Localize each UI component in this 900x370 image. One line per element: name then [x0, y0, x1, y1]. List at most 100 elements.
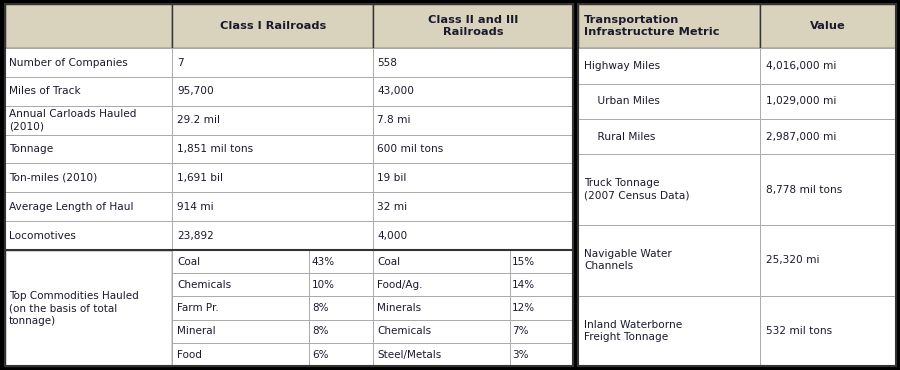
Text: Urban Miles: Urban Miles: [584, 96, 660, 106]
Text: Locomotives: Locomotives: [9, 231, 76, 240]
Bar: [373, 106, 573, 135]
Bar: [578, 154, 760, 225]
Text: Navigable Water
Channels: Navigable Water Channels: [584, 249, 671, 272]
Text: 7%: 7%: [512, 326, 528, 336]
Bar: [173, 250, 309, 273]
Text: 8%: 8%: [311, 303, 328, 313]
Text: Class II and III
Railroads: Class II and III Railroads: [428, 15, 518, 37]
Bar: [4, 77, 173, 106]
Text: 1,029,000 mi: 1,029,000 mi: [766, 96, 836, 106]
Bar: [509, 296, 573, 320]
Text: 14%: 14%: [512, 280, 535, 290]
Bar: [373, 320, 509, 343]
Bar: [173, 296, 309, 320]
Bar: [373, 164, 573, 192]
Text: 32 mi: 32 mi: [377, 202, 408, 212]
Bar: [760, 84, 896, 119]
Bar: [173, 192, 373, 221]
Bar: [373, 192, 573, 221]
Text: Steel/Metals: Steel/Metals: [377, 350, 442, 360]
Bar: [173, 164, 373, 192]
Bar: [578, 48, 760, 84]
Text: Rural Miles: Rural Miles: [584, 131, 655, 142]
Bar: [373, 343, 509, 366]
Bar: [4, 250, 173, 366]
Text: Class I Railroads: Class I Railroads: [220, 21, 326, 31]
Bar: [760, 154, 896, 225]
Bar: [760, 225, 896, 296]
Text: 29.2 mil: 29.2 mil: [177, 115, 220, 125]
Bar: [4, 4, 173, 48]
Bar: [760, 4, 896, 48]
Bar: [4, 164, 173, 192]
Bar: [173, 77, 373, 106]
Text: Coal: Coal: [177, 256, 200, 266]
Bar: [578, 4, 896, 366]
Bar: [173, 106, 373, 135]
Text: 8%: 8%: [311, 326, 328, 336]
Text: 12%: 12%: [512, 303, 535, 313]
Bar: [4, 221, 173, 250]
Bar: [4, 4, 573, 366]
Text: 4,000: 4,000: [377, 231, 408, 240]
Bar: [309, 320, 373, 343]
Bar: [4, 135, 173, 164]
Bar: [509, 343, 573, 366]
Text: Value: Value: [810, 21, 845, 31]
Text: Number of Companies: Number of Companies: [9, 58, 128, 68]
Text: Coal: Coal: [377, 256, 400, 266]
Text: 10%: 10%: [311, 280, 335, 290]
Text: 914 mi: 914 mi: [177, 202, 213, 212]
Text: 23,892: 23,892: [177, 231, 213, 240]
Text: Truck Tonnage
(2007 Census Data): Truck Tonnage (2007 Census Data): [584, 178, 689, 201]
Text: Farm Pr.: Farm Pr.: [177, 303, 219, 313]
Text: 95,700: 95,700: [177, 87, 213, 97]
Text: Inland Waterborne
Freight Tonnage: Inland Waterborne Freight Tonnage: [584, 320, 682, 342]
Text: 19 bil: 19 bil: [377, 173, 407, 183]
Bar: [578, 4, 760, 48]
Text: Highway Miles: Highway Miles: [584, 61, 661, 71]
Bar: [4, 48, 173, 77]
Text: Minerals: Minerals: [377, 303, 421, 313]
Bar: [509, 320, 573, 343]
Text: Tonnage: Tonnage: [9, 144, 53, 154]
Text: Top Commodities Hauled
(on the basis of total
tonnage): Top Commodities Hauled (on the basis of …: [9, 291, 139, 326]
Bar: [373, 77, 573, 106]
Bar: [173, 320, 309, 343]
Text: 4,016,000 mi: 4,016,000 mi: [766, 61, 836, 71]
Text: 7.8 mi: 7.8 mi: [377, 115, 411, 125]
Bar: [309, 343, 373, 366]
Text: Chemicals: Chemicals: [377, 326, 431, 336]
Text: Annual Carloads Hauled
(2010): Annual Carloads Hauled (2010): [9, 109, 137, 131]
Text: Transportation
Infrastructure Metric: Transportation Infrastructure Metric: [584, 15, 720, 37]
Text: 15%: 15%: [512, 256, 535, 266]
Bar: [760, 48, 896, 84]
Text: 6%: 6%: [311, 350, 328, 360]
Bar: [309, 250, 373, 273]
Text: Food: Food: [177, 350, 202, 360]
Text: 1,691 bil: 1,691 bil: [177, 173, 223, 183]
Text: Food/Ag.: Food/Ag.: [377, 280, 423, 290]
Bar: [309, 273, 373, 296]
Bar: [760, 119, 896, 154]
Bar: [4, 192, 173, 221]
Text: 1,851 mil tons: 1,851 mil tons: [177, 144, 253, 154]
Bar: [509, 273, 573, 296]
Bar: [173, 48, 373, 77]
Bar: [578, 119, 760, 154]
Text: Ton-miles (2010): Ton-miles (2010): [9, 173, 97, 183]
Bar: [173, 135, 373, 164]
Bar: [373, 135, 573, 164]
Bar: [509, 250, 573, 273]
Text: 43%: 43%: [311, 256, 335, 266]
Text: Chemicals: Chemicals: [177, 280, 231, 290]
Text: Mineral: Mineral: [177, 326, 215, 336]
Text: Average Length of Haul: Average Length of Haul: [9, 202, 133, 212]
Bar: [173, 221, 373, 250]
Bar: [760, 296, 896, 366]
Bar: [373, 250, 509, 273]
Bar: [373, 296, 509, 320]
Bar: [373, 273, 509, 296]
Text: 25,320 mi: 25,320 mi: [766, 255, 819, 265]
Text: 43,000: 43,000: [377, 87, 414, 97]
